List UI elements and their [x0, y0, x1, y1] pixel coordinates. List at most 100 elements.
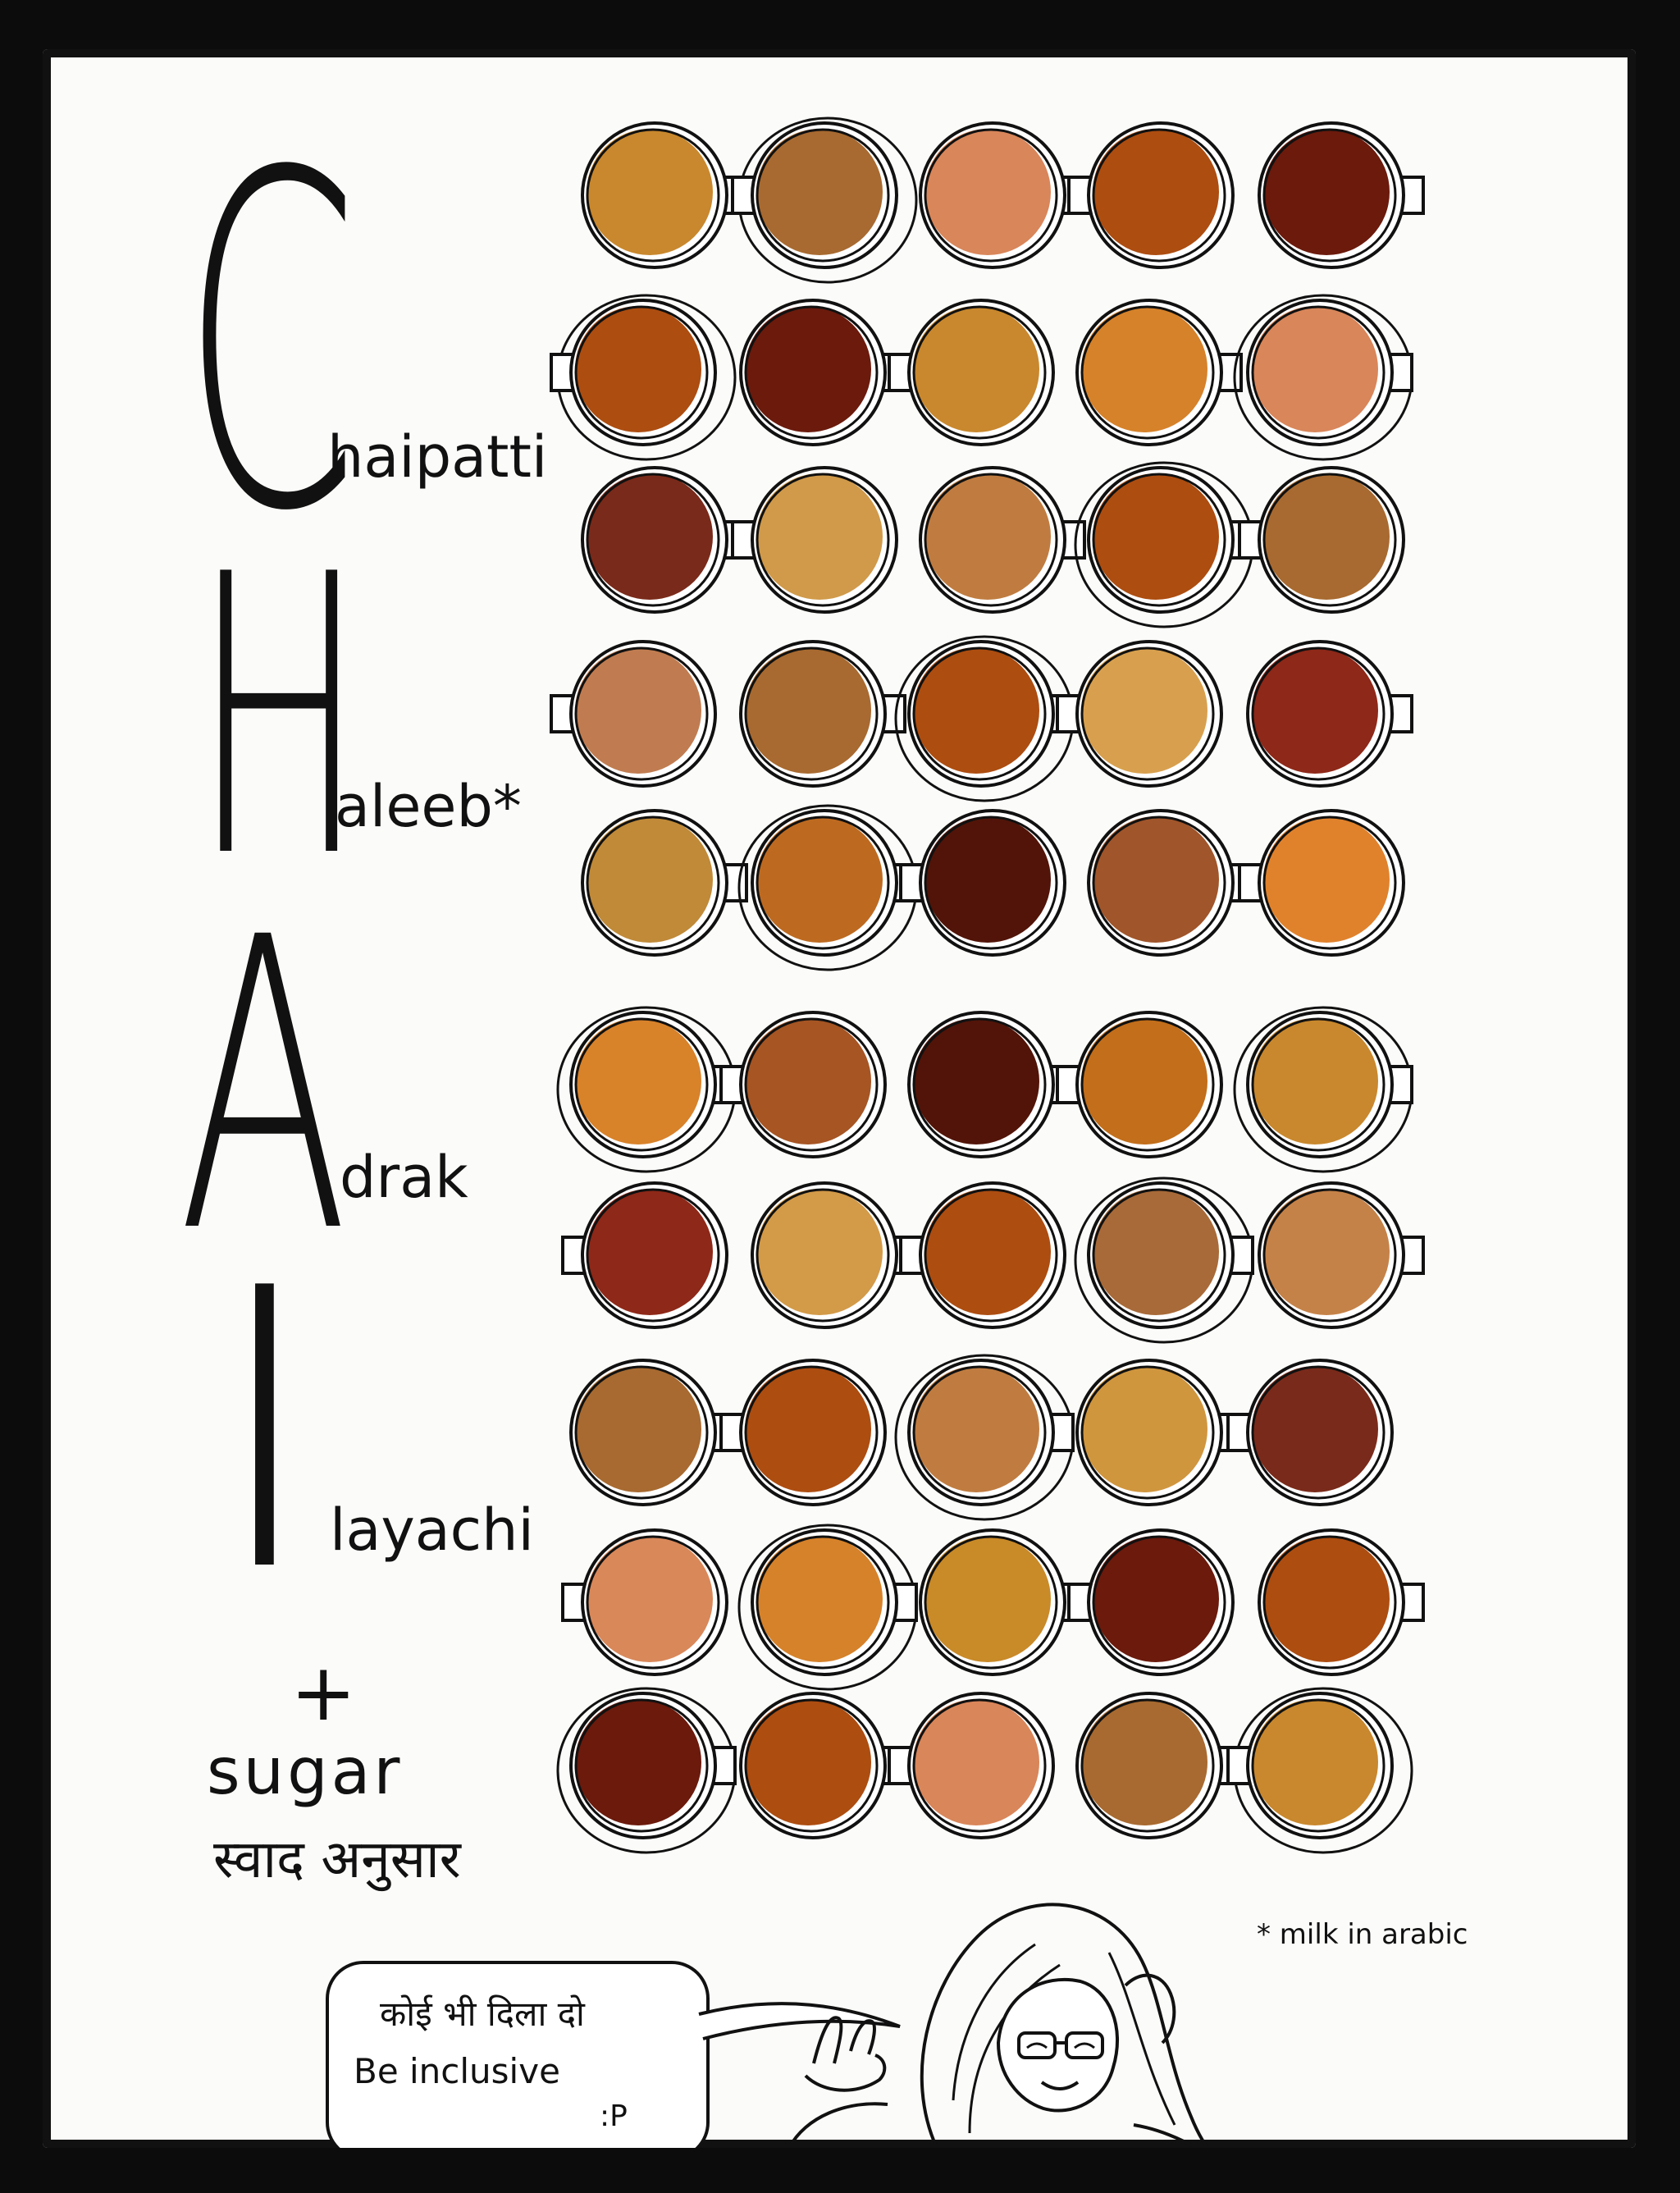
- chai-cup: [1074, 1176, 1254, 1344]
- bubble-line-inclusive: Be inclusive: [354, 2051, 560, 2091]
- cup-handle: [1238, 520, 1264, 560]
- chai-cup: [899, 809, 1066, 957]
- big-letter-h: H: [192, 493, 367, 942]
- chai-cup: [1067, 121, 1235, 269]
- tea-surface: [587, 1189, 713, 1315]
- chai-cup: [894, 1354, 1075, 1521]
- cup-inner-rim: [744, 1365, 879, 1500]
- cup-inner-rim: [924, 1188, 1058, 1323]
- tea-surface: [1252, 1018, 1378, 1144]
- cup-inner-rim: [1080, 305, 1215, 440]
- cup-handle: [899, 1236, 925, 1275]
- tea-surface: [1081, 306, 1208, 432]
- cup-inner-rim: [586, 473, 720, 607]
- chai-cup: [581, 466, 748, 614]
- cup-handle: [1226, 1413, 1253, 1452]
- hair-outline: [920, 1903, 1209, 2148]
- tea-surface: [1081, 1018, 1208, 1144]
- tea-surface: [756, 1189, 883, 1315]
- chai-cup: [739, 1692, 906, 1839]
- cup-handle: [731, 520, 757, 560]
- cup-inner-rim: [912, 1698, 1047, 1833]
- cup-handle: [1238, 863, 1264, 902]
- cup-inner-rim: [574, 1365, 709, 1500]
- cup-handle: [550, 353, 576, 392]
- comic-panel: C haipatti H aleeb* A drak I layachi + s…: [43, 49, 1636, 2148]
- cup-inner-rim: [756, 1188, 890, 1323]
- tea-surface: [575, 647, 701, 774]
- plus-sign: +: [290, 1647, 357, 1738]
- cup-inner-rim: [924, 1535, 1058, 1670]
- tea-surface: [924, 1189, 1051, 1315]
- cup-inner-rim: [1251, 305, 1386, 440]
- chai-cup: [1233, 294, 1413, 461]
- cup-inner-rim: [1092, 1535, 1226, 1670]
- chai-cup: [1258, 121, 1425, 269]
- cup-inner-rim: [1251, 1365, 1386, 1500]
- tea-surface: [756, 816, 883, 943]
- tea-surface: [913, 1366, 1039, 1492]
- chai-cup: [1087, 809, 1254, 957]
- speech-tail: [698, 2002, 901, 2040]
- tea-surface: [745, 647, 871, 774]
- cup-inner-rim: [1080, 1017, 1215, 1152]
- cup-inner-rim: [574, 1017, 709, 1152]
- cup-handle: [1048, 1413, 1075, 1452]
- chai-cup: [550, 294, 737, 461]
- cup-inner-rim: [1080, 1365, 1215, 1500]
- cup-handle: [1387, 1065, 1413, 1104]
- chai-cup: [1226, 1359, 1394, 1506]
- cup-inner-rim: [1092, 473, 1226, 607]
- chai-cup: [1258, 1528, 1425, 1676]
- cup-inner-rim: [1251, 1698, 1386, 1833]
- cup-inner-rim: [756, 473, 890, 607]
- cup-inner-rim: [744, 1698, 879, 1833]
- cup-handle: [1399, 176, 1425, 215]
- chai-cup: [731, 466, 898, 614]
- tea-surface: [924, 816, 1051, 943]
- cup-inner-rim: [586, 816, 720, 950]
- cup-handle: [719, 1413, 746, 1452]
- tea-surface: [1093, 473, 1219, 600]
- chai-cup: [581, 809, 748, 957]
- cup-inner-rim: [574, 1698, 709, 1833]
- cup-handle: [880, 694, 906, 733]
- chai-cup: [739, 640, 906, 788]
- cup-inner-rim: [744, 646, 879, 781]
- chai-cup: [1075, 1359, 1243, 1506]
- tea-surface: [1263, 816, 1390, 943]
- tea-surface: [924, 473, 1051, 600]
- rock-on-hand: [804, 2016, 887, 2092]
- tea-surface: [1081, 1699, 1208, 1825]
- shoulders: [788, 2102, 1197, 2148]
- cup-inner-rim: [586, 1535, 720, 1670]
- chai-cup: [888, 1692, 1055, 1839]
- tea-surface: [587, 473, 713, 600]
- tea-surface: [1263, 1189, 1390, 1315]
- word-adrak: drak: [340, 1144, 468, 1211]
- cup-inner-rim: [586, 128, 720, 263]
- cup-handle: [561, 1236, 587, 1275]
- cup-handle: [1056, 694, 1082, 733]
- chai-cups-grid: [550, 117, 1425, 1854]
- chai-cup: [1075, 299, 1243, 446]
- word-sugar: sugar: [207, 1735, 404, 1809]
- bubble-line-emoticon: :P: [600, 2099, 628, 2133]
- cup-inner-rim: [1262, 128, 1397, 263]
- cup-handle: [892, 1583, 918, 1622]
- tea-surface: [745, 1018, 871, 1144]
- tea-surface: [913, 306, 1039, 432]
- cup-inner-rim: [574, 305, 709, 440]
- cup-handle: [899, 863, 925, 902]
- cup-inner-rim: [1092, 816, 1226, 950]
- chai-cup: [719, 1011, 887, 1158]
- cup-inner-rim: [912, 1365, 1047, 1500]
- chai-cup: [1238, 809, 1405, 957]
- cup-inner-rim: [1080, 646, 1215, 781]
- glasses-right-lens: [1065, 2031, 1104, 2059]
- cup-handle: [1067, 176, 1093, 215]
- tea-surface: [1252, 1366, 1378, 1492]
- cup-inner-rim: [912, 646, 1047, 781]
- chai-cup: [1075, 1692, 1243, 1839]
- chai-cup: [919, 121, 1086, 269]
